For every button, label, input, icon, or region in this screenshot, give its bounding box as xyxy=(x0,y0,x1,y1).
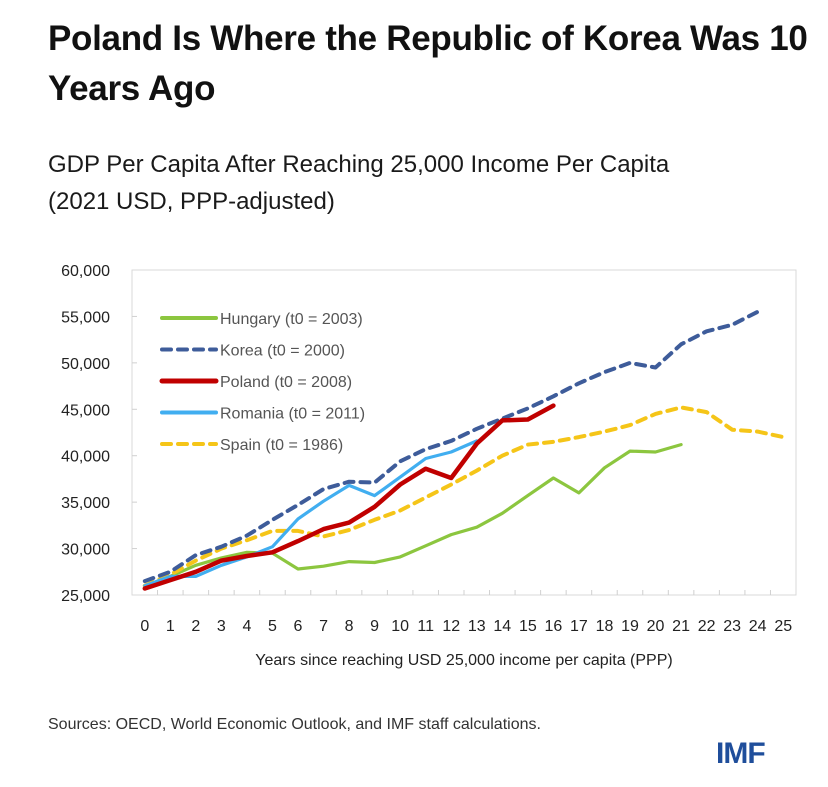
legend-label: Hungary (t0 = 2003) xyxy=(220,311,363,328)
x-tick-label: 2 xyxy=(191,618,200,635)
y-tick-label: 40,000 xyxy=(61,449,110,466)
legend-label: Romania (t0 = 2011) xyxy=(220,406,365,423)
legend-label: Spain (t0 = 1986) xyxy=(220,437,343,454)
x-axis: 0 1 2 3 4 5 6 7 8 9 10 11 12 13 14 15 16 17 18 19 20 21 22 23 24… xyxy=(140,590,792,635)
series-line-korea xyxy=(142,309,760,584)
x-tick-label: 10 xyxy=(391,618,409,635)
x-tick-label: 17 xyxy=(570,618,588,635)
y-tick-label: 25,000 xyxy=(61,588,110,605)
x-tick-label: 6 xyxy=(294,618,303,635)
plot-frame xyxy=(131,269,797,596)
y-tick-label: 35,000 xyxy=(61,495,110,512)
y-tick-label: 50,000 xyxy=(61,356,110,373)
x-tick-label: 16 xyxy=(544,618,562,635)
x-tick-label: 3 xyxy=(217,618,226,635)
series-line-spain xyxy=(142,405,786,588)
y-axis: 25,000 30,000 35,000 40,000 45,000 50,000 55,0… xyxy=(61,263,137,605)
x-tick-label: 4 xyxy=(242,618,251,635)
x-tick-label: 11 xyxy=(417,618,434,635)
legend: Hungary (t0 = 2003) Korea (t0 = 2000) Pola… xyxy=(159,311,365,454)
subtitle-line-2: (2021 USD, PPP-adjusted) xyxy=(48,188,335,215)
y-tick-label: 45,000 xyxy=(61,402,110,419)
legend-label: Poland (t0 = 2008) xyxy=(220,374,352,391)
line-chart: 25,000 30,000 35,000 40,000 45,000 50,000 55,0… xyxy=(61,263,797,669)
x-tick-label: 19 xyxy=(621,618,639,635)
y-tick-label: 60,000 xyxy=(61,263,110,280)
x-tick-label: 14 xyxy=(493,618,511,635)
x-tick-label: 7 xyxy=(319,618,328,635)
source-note: Sources: OECD, World Economic Outlook, a… xyxy=(48,716,541,733)
series-line-hungary xyxy=(143,443,683,590)
x-tick-label: 9 xyxy=(370,618,379,635)
imf-logo: IMF xyxy=(716,737,766,770)
x-tick-label: 21 xyxy=(672,618,690,635)
x-tick-label: 20 xyxy=(647,618,665,635)
x-tick-label: 1 xyxy=(166,618,175,635)
title-text: Poland Is Where the Republic of Korea Wa… xyxy=(48,19,808,108)
subtitle-line-1: GDP Per Capita After Reaching 25,000 Inc… xyxy=(48,151,670,178)
x-tick-label: 12 xyxy=(442,618,460,635)
series-line-poland xyxy=(142,403,556,591)
x-axis-title: Years since reaching USD 25,000 income p… xyxy=(255,652,672,669)
x-tick-label: 13 xyxy=(468,618,486,635)
y-tick-label: 55,000 xyxy=(61,309,110,326)
x-tick-label: 8 xyxy=(345,618,354,635)
x-tick-label: 18 xyxy=(596,618,614,635)
y-tick-label: 30,000 xyxy=(61,542,110,559)
legend-label: Korea (t0 = 2000) xyxy=(220,343,345,360)
series-line-romania xyxy=(143,439,479,588)
x-tick-label: 15 xyxy=(519,618,537,635)
x-tick-label: 23 xyxy=(723,618,741,635)
x-tick-label: 22 xyxy=(698,618,716,635)
x-tick-label: 0 xyxy=(140,618,149,635)
chart-subtitle: GDP Per Capita After Reaching 25,000 Inc… xyxy=(48,146,828,220)
chart-title: Poland Is Where the Republic of Korea Wa… xyxy=(48,14,808,114)
series-layer xyxy=(142,309,786,591)
x-tick-label: 5 xyxy=(268,618,277,635)
x-tick-label: 25 xyxy=(774,618,792,635)
x-tick-label: 24 xyxy=(749,618,767,635)
